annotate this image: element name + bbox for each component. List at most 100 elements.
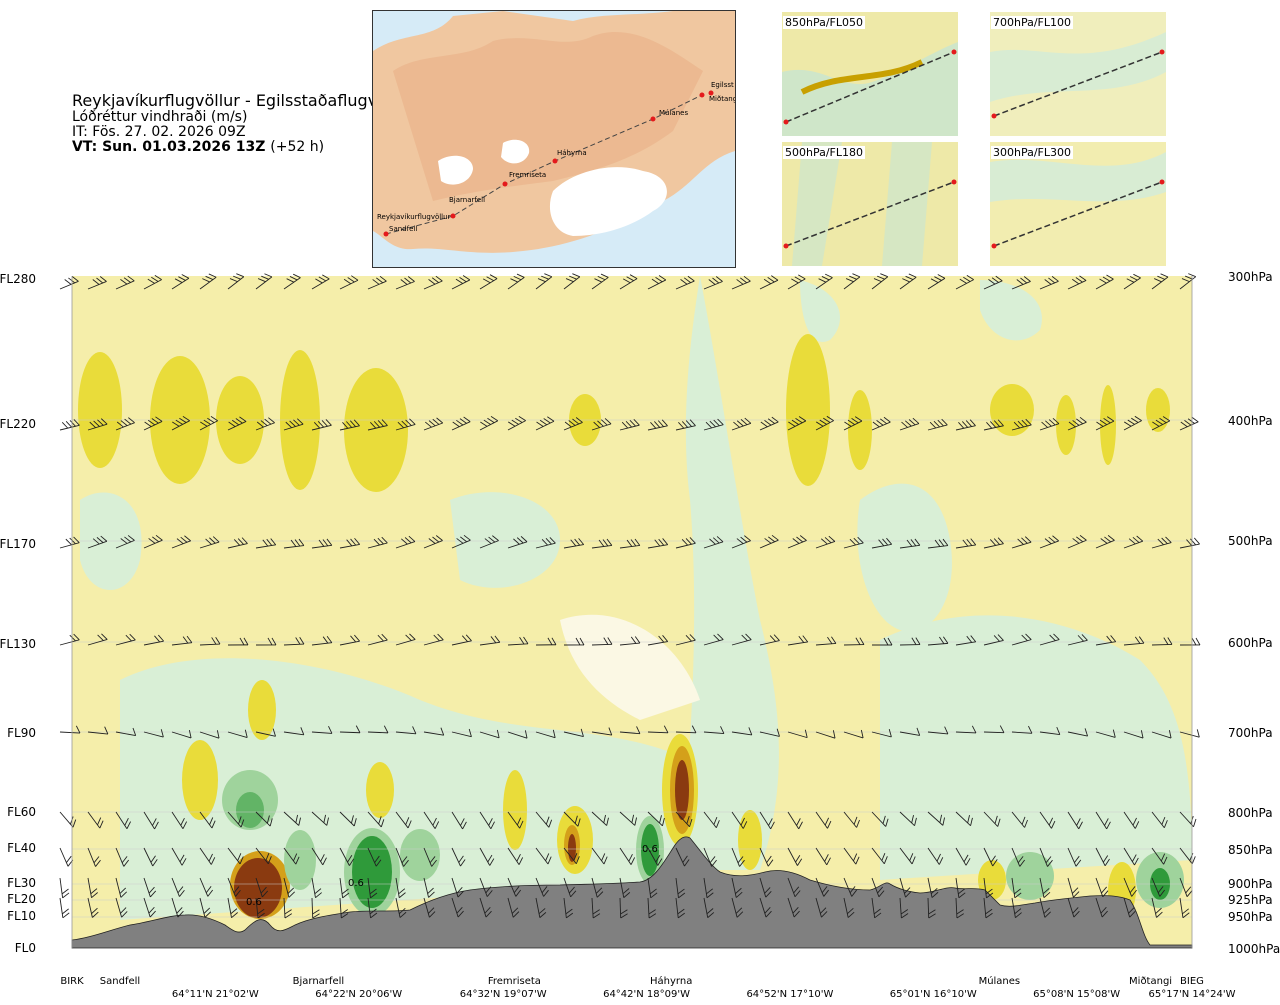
wind-barb — [815, 415, 834, 431]
wind-barb — [171, 635, 193, 646]
wind-barb — [899, 811, 917, 827]
wind-barb — [815, 877, 830, 897]
wind-barb — [255, 897, 265, 919]
wind-barb — [339, 419, 360, 431]
wind-barb — [899, 727, 921, 736]
wind-barb — [283, 897, 293, 919]
wind-barb — [1095, 729, 1116, 738]
wind-barb — [815, 847, 831, 866]
wind-barb — [871, 537, 893, 549]
wind-barb — [87, 726, 109, 735]
wind-barb — [1179, 897, 1190, 919]
wind-barb — [1011, 877, 1022, 899]
wind-barb — [367, 847, 382, 867]
wind-barb — [899, 637, 921, 646]
wind-barb — [647, 877, 658, 899]
wind-barb — [395, 633, 416, 646]
wind-barb — [367, 419, 388, 431]
wind-barb — [227, 537, 248, 549]
wind-barb — [227, 416, 247, 431]
wind-barb — [619, 726, 641, 735]
wind-barb — [199, 897, 212, 918]
map-label-sandfell: Sandfell — [389, 225, 417, 233]
wind-barb — [87, 847, 101, 867]
x-axis-labels: BIRK Sandfell Bjarnarfell Fremriseta Háhyrna… — [60, 975, 1235, 1000]
wind-barb — [367, 536, 388, 549]
wind-barb — [507, 877, 522, 897]
map-label-midtangi: Miðtangi — [709, 95, 735, 103]
wind-barb — [1151, 416, 1171, 431]
wind-barb — [563, 728, 584, 738]
wind-barb — [843, 811, 860, 828]
wind-barb — [703, 726, 725, 734]
wind-barb — [1011, 633, 1032, 646]
level-map-300: 300hPa/FL300 — [990, 142, 1166, 266]
y-tick-label-right: 900hPa — [1228, 877, 1273, 891]
x-station-label: Múlanes — [979, 975, 1021, 987]
wind-barb — [339, 847, 355, 866]
wind-barb — [451, 811, 467, 830]
wind-barb — [171, 897, 184, 918]
wind-barb — [1123, 636, 1145, 646]
wind-barb — [563, 811, 581, 827]
wind-barb — [171, 274, 190, 290]
wind-barb — [1067, 534, 1087, 549]
wind-barb — [759, 847, 774, 867]
chart-title-block: Reykjavíkurflugvöllur - Egilsstaðaflugvö… — [72, 92, 413, 155]
wind-barb — [787, 535, 807, 549]
wind-barb — [423, 847, 437, 867]
wind-barb — [815, 636, 837, 646]
x-coord-label: 65°17'N 14°24'W — [1149, 989, 1236, 1000]
wind-barb — [871, 273, 889, 290]
wind-barb — [1123, 877, 1137, 897]
wind-barb — [787, 729, 808, 739]
wind-barb — [591, 877, 604, 898]
wind-barb — [1123, 415, 1142, 431]
wind-barb — [143, 811, 159, 830]
wind-barb — [283, 811, 301, 826]
wind-barb — [423, 633, 444, 646]
wind-barb — [787, 416, 807, 431]
wind-barb — [1123, 535, 1144, 549]
wind-barb — [59, 897, 70, 919]
wind-barb — [535, 273, 553, 290]
wind-barb — [563, 637, 585, 646]
wind-barb — [143, 847, 158, 867]
terrain-profile — [71, 836, 1193, 949]
wind-barb — [143, 729, 164, 738]
wind-barb — [1095, 535, 1115, 549]
wind-barb — [871, 729, 892, 738]
wind-barb — [199, 415, 218, 431]
wind-barb — [227, 273, 245, 290]
wind-barb — [1011, 725, 1033, 734]
wind-barb — [311, 725, 333, 734]
wind-barb — [619, 419, 640, 431]
wind-barb — [367, 725, 389, 734]
wind-barb — [759, 877, 772, 898]
wind-barb — [815, 811, 832, 829]
wind-barb — [563, 897, 574, 919]
issue-time: IT: Fös. 27. 02. 2026 09Z — [72, 124, 246, 140]
wind-barb — [115, 897, 128, 918]
wind-barb — [479, 811, 495, 830]
wind-barb — [927, 847, 944, 865]
wind-barb — [339, 897, 349, 919]
wind-barb — [1011, 276, 1031, 290]
wind-barb — [787, 847, 803, 866]
map-label-reykjavik: Reykjavíkurflugvöllur — [377, 213, 451, 221]
wind-barb — [451, 877, 464, 898]
y-tick-label-right: 700hPa — [1228, 726, 1273, 740]
wind-barb — [647, 847, 663, 866]
wind-barb — [1179, 877, 1193, 897]
wind-barb — [1179, 729, 1200, 738]
wind-barb — [703, 276, 723, 290]
wind-barb — [731, 535, 751, 549]
wind-barb — [619, 897, 628, 919]
wind-barb — [787, 635, 809, 646]
wind-barb — [59, 877, 70, 899]
wind-barb — [1067, 416, 1087, 431]
wind-barb — [507, 415, 526, 431]
y-tick-label-right: 400hPa — [1228, 414, 1273, 428]
wind-barb — [311, 847, 327, 866]
wind-barb — [703, 877, 714, 899]
